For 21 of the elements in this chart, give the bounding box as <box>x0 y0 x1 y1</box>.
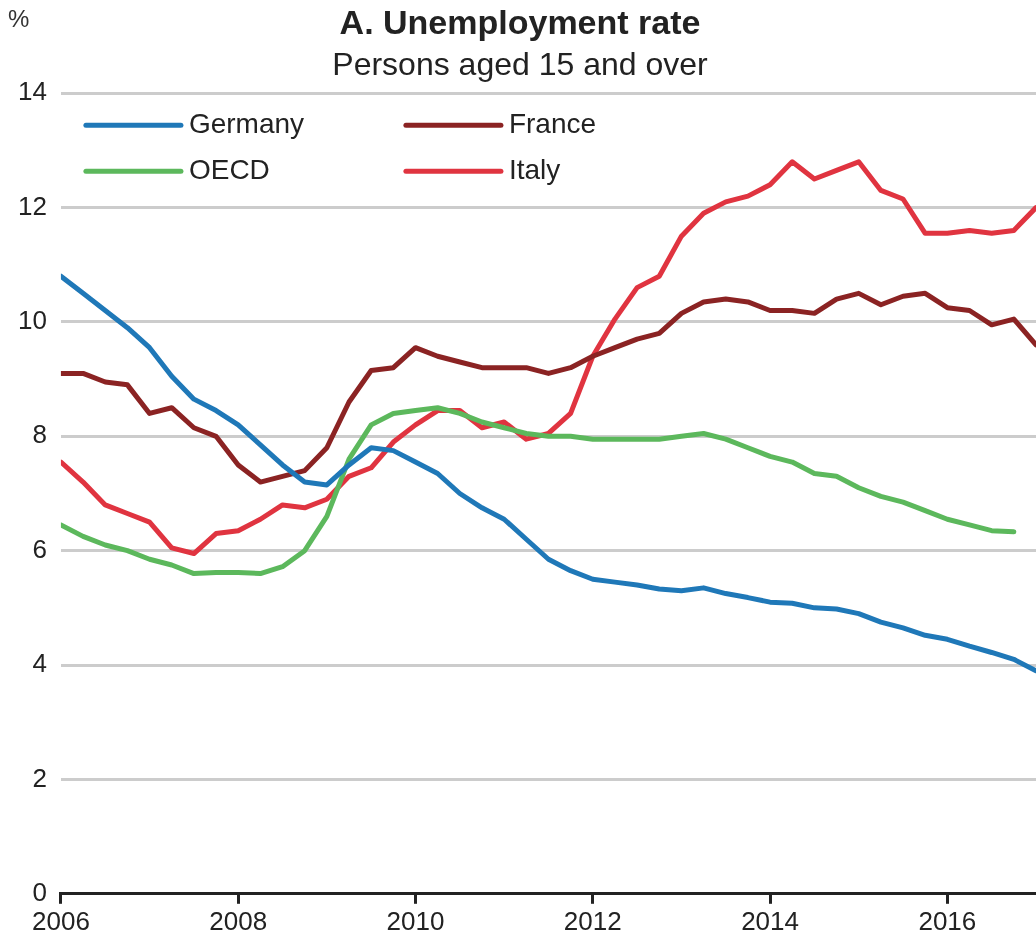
legend-label: Germany <box>188 107 305 139</box>
y-tick-label: 10 <box>18 305 47 336</box>
x-tick-label: 2016 <box>918 905 977 936</box>
legend-label: Italy <box>508 153 561 185</box>
y-axis-title: % <box>8 4 30 32</box>
y-tick-label: 4 <box>32 648 47 679</box>
legend-label: France <box>508 107 597 139</box>
y-tick-label: 0 <box>32 876 47 907</box>
y-tick-label: 14 <box>18 76 47 107</box>
x-tick-label: 2006 <box>32 905 90 936</box>
x-tick-label: 2008 <box>209 905 268 936</box>
x-tick-label: 2010 <box>386 905 445 936</box>
chart-title: A. Unemployment rate <box>339 2 701 41</box>
y-tick-label: 8 <box>32 419 47 450</box>
y-tick-label: 12 <box>18 190 47 221</box>
y-tick-label: 6 <box>32 533 47 564</box>
x-tick-label: 2012 <box>563 905 622 936</box>
legend-label: OECD <box>188 153 270 185</box>
y-tick-label: 2 <box>32 762 47 793</box>
x-tick-label: 2014 <box>741 905 799 936</box>
chart-subtitle: Persons aged 15 and over <box>332 45 709 82</box>
